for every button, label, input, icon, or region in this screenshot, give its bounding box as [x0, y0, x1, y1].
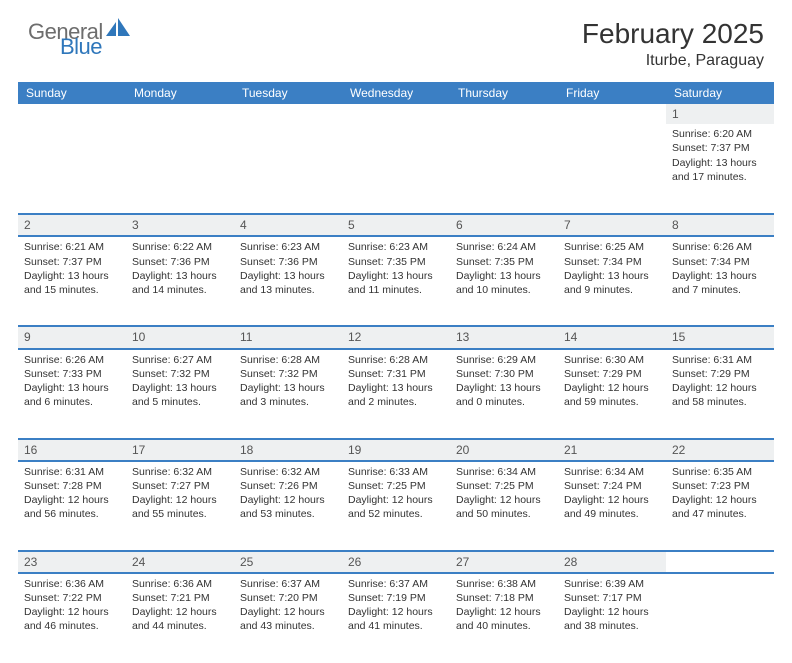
day-content-row: Sunrise: 6:36 AMSunset: 7:22 PMDaylight:…: [18, 573, 774, 663]
day-content-cell: Sunrise: 6:37 AMSunset: 7:20 PMDaylight:…: [234, 573, 342, 663]
day-content-cell: Sunrise: 6:36 AMSunset: 7:22 PMDaylight:…: [18, 573, 126, 663]
day-number-cell: [666, 551, 774, 573]
logo-word-blue: Blue: [60, 37, 132, 57]
day-number-cell: 24: [126, 551, 234, 573]
day-number-cell: 3: [126, 214, 234, 236]
title-block: February 2025 Iturbe, Paraguay: [582, 18, 764, 70]
day-content-row: Sunrise: 6:21 AMSunset: 7:37 PMDaylight:…: [18, 236, 774, 326]
day-content-cell: Sunrise: 6:36 AMSunset: 7:21 PMDaylight:…: [126, 573, 234, 663]
day-number-cell: 17: [126, 439, 234, 461]
header: General Blue February 2025 Iturbe, Parag…: [0, 0, 792, 74]
location: Iturbe, Paraguay: [582, 52, 764, 70]
day-content-cell: Sunrise: 6:29 AMSunset: 7:30 PMDaylight:…: [450, 349, 558, 439]
day-content-row: Sunrise: 6:31 AMSunset: 7:28 PMDaylight:…: [18, 461, 774, 551]
day-content-cell: Sunrise: 6:32 AMSunset: 7:26 PMDaylight:…: [234, 461, 342, 551]
weekday-header: Wednesday: [342, 82, 450, 104]
day-number-cell: [342, 104, 450, 124]
day-content-cell: [18, 124, 126, 214]
day-content-cell: Sunrise: 6:26 AMSunset: 7:34 PMDaylight:…: [666, 236, 774, 326]
day-content-cell: Sunrise: 6:34 AMSunset: 7:25 PMDaylight:…: [450, 461, 558, 551]
day-content-cell: Sunrise: 6:23 AMSunset: 7:36 PMDaylight:…: [234, 236, 342, 326]
day-number-cell: 14: [558, 326, 666, 348]
day-number-cell: 28: [558, 551, 666, 573]
weekday-header: Saturday: [666, 82, 774, 104]
day-content-cell: Sunrise: 6:34 AMSunset: 7:24 PMDaylight:…: [558, 461, 666, 551]
day-number-cell: 13: [450, 326, 558, 348]
day-number-cell: [234, 104, 342, 124]
day-content-cell: Sunrise: 6:27 AMSunset: 7:32 PMDaylight:…: [126, 349, 234, 439]
weekday-header: Thursday: [450, 82, 558, 104]
day-content-cell: [450, 124, 558, 214]
day-number-cell: 12: [342, 326, 450, 348]
weekday-header: Monday: [126, 82, 234, 104]
day-content-cell: Sunrise: 6:33 AMSunset: 7:25 PMDaylight:…: [342, 461, 450, 551]
day-content-cell: Sunrise: 6:24 AMSunset: 7:35 PMDaylight:…: [450, 236, 558, 326]
day-content-cell: Sunrise: 6:28 AMSunset: 7:31 PMDaylight:…: [342, 349, 450, 439]
day-content-row: Sunrise: 6:26 AMSunset: 7:33 PMDaylight:…: [18, 349, 774, 439]
day-number-cell: 10: [126, 326, 234, 348]
day-content-cell: Sunrise: 6:38 AMSunset: 7:18 PMDaylight:…: [450, 573, 558, 663]
weekday-header-row: SundayMondayTuesdayWednesdayThursdayFrid…: [18, 82, 774, 104]
day-content-cell: Sunrise: 6:28 AMSunset: 7:32 PMDaylight:…: [234, 349, 342, 439]
day-number-row: 1: [18, 104, 774, 124]
day-content-cell: Sunrise: 6:26 AMSunset: 7:33 PMDaylight:…: [18, 349, 126, 439]
day-number-cell: 9: [18, 326, 126, 348]
day-number-cell: 20: [450, 439, 558, 461]
day-number-cell: 21: [558, 439, 666, 461]
day-number-row: 16171819202122: [18, 439, 774, 461]
day-number-cell: 19: [342, 439, 450, 461]
day-number-cell: [450, 104, 558, 124]
day-number-cell: 6: [450, 214, 558, 236]
day-number-cell: 27: [450, 551, 558, 573]
month-title: February 2025: [582, 18, 764, 50]
day-number-cell: 15: [666, 326, 774, 348]
day-number-cell: 18: [234, 439, 342, 461]
day-content-cell: [126, 124, 234, 214]
day-content-cell: [558, 124, 666, 214]
day-number-row: 2345678: [18, 214, 774, 236]
day-number-cell: 1: [666, 104, 774, 124]
day-number-cell: 16: [18, 439, 126, 461]
day-content-row: Sunrise: 6:20 AMSunset: 7:37 PMDaylight:…: [18, 124, 774, 214]
day-content-cell: Sunrise: 6:25 AMSunset: 7:34 PMDaylight:…: [558, 236, 666, 326]
day-number-cell: 23: [18, 551, 126, 573]
day-number-cell: [18, 104, 126, 124]
day-number-cell: 26: [342, 551, 450, 573]
day-content-cell: Sunrise: 6:32 AMSunset: 7:27 PMDaylight:…: [126, 461, 234, 551]
day-content-cell: [342, 124, 450, 214]
day-number-cell: 7: [558, 214, 666, 236]
day-number-cell: 5: [342, 214, 450, 236]
day-number-row: 9101112131415: [18, 326, 774, 348]
day-content-cell: Sunrise: 6:22 AMSunset: 7:36 PMDaylight:…: [126, 236, 234, 326]
day-content-cell: Sunrise: 6:31 AMSunset: 7:28 PMDaylight:…: [18, 461, 126, 551]
day-number-cell: 22: [666, 439, 774, 461]
weekday-header: Sunday: [18, 82, 126, 104]
day-number-cell: 25: [234, 551, 342, 573]
logo: General Blue: [28, 18, 132, 57]
day-content-cell: Sunrise: 6:37 AMSunset: 7:19 PMDaylight:…: [342, 573, 450, 663]
day-content-cell: Sunrise: 6:20 AMSunset: 7:37 PMDaylight:…: [666, 124, 774, 214]
day-number-row: 232425262728: [18, 551, 774, 573]
day-content-cell: Sunrise: 6:30 AMSunset: 7:29 PMDaylight:…: [558, 349, 666, 439]
day-content-cell: Sunrise: 6:35 AMSunset: 7:23 PMDaylight:…: [666, 461, 774, 551]
day-content-cell: Sunrise: 6:21 AMSunset: 7:37 PMDaylight:…: [18, 236, 126, 326]
day-number-cell: 8: [666, 214, 774, 236]
weekday-header: Tuesday: [234, 82, 342, 104]
day-number-cell: 11: [234, 326, 342, 348]
day-content-cell: Sunrise: 6:23 AMSunset: 7:35 PMDaylight:…: [342, 236, 450, 326]
day-content-cell: Sunrise: 6:31 AMSunset: 7:29 PMDaylight:…: [666, 349, 774, 439]
day-number-cell: 4: [234, 214, 342, 236]
day-content-cell: [666, 573, 774, 663]
calendar-table: SundayMondayTuesdayWednesdayThursdayFrid…: [18, 82, 774, 663]
day-content-cell: Sunrise: 6:39 AMSunset: 7:17 PMDaylight:…: [558, 573, 666, 663]
day-number-cell: 2: [18, 214, 126, 236]
day-number-cell: [126, 104, 234, 124]
day-content-cell: [234, 124, 342, 214]
day-number-cell: [558, 104, 666, 124]
weekday-header: Friday: [558, 82, 666, 104]
